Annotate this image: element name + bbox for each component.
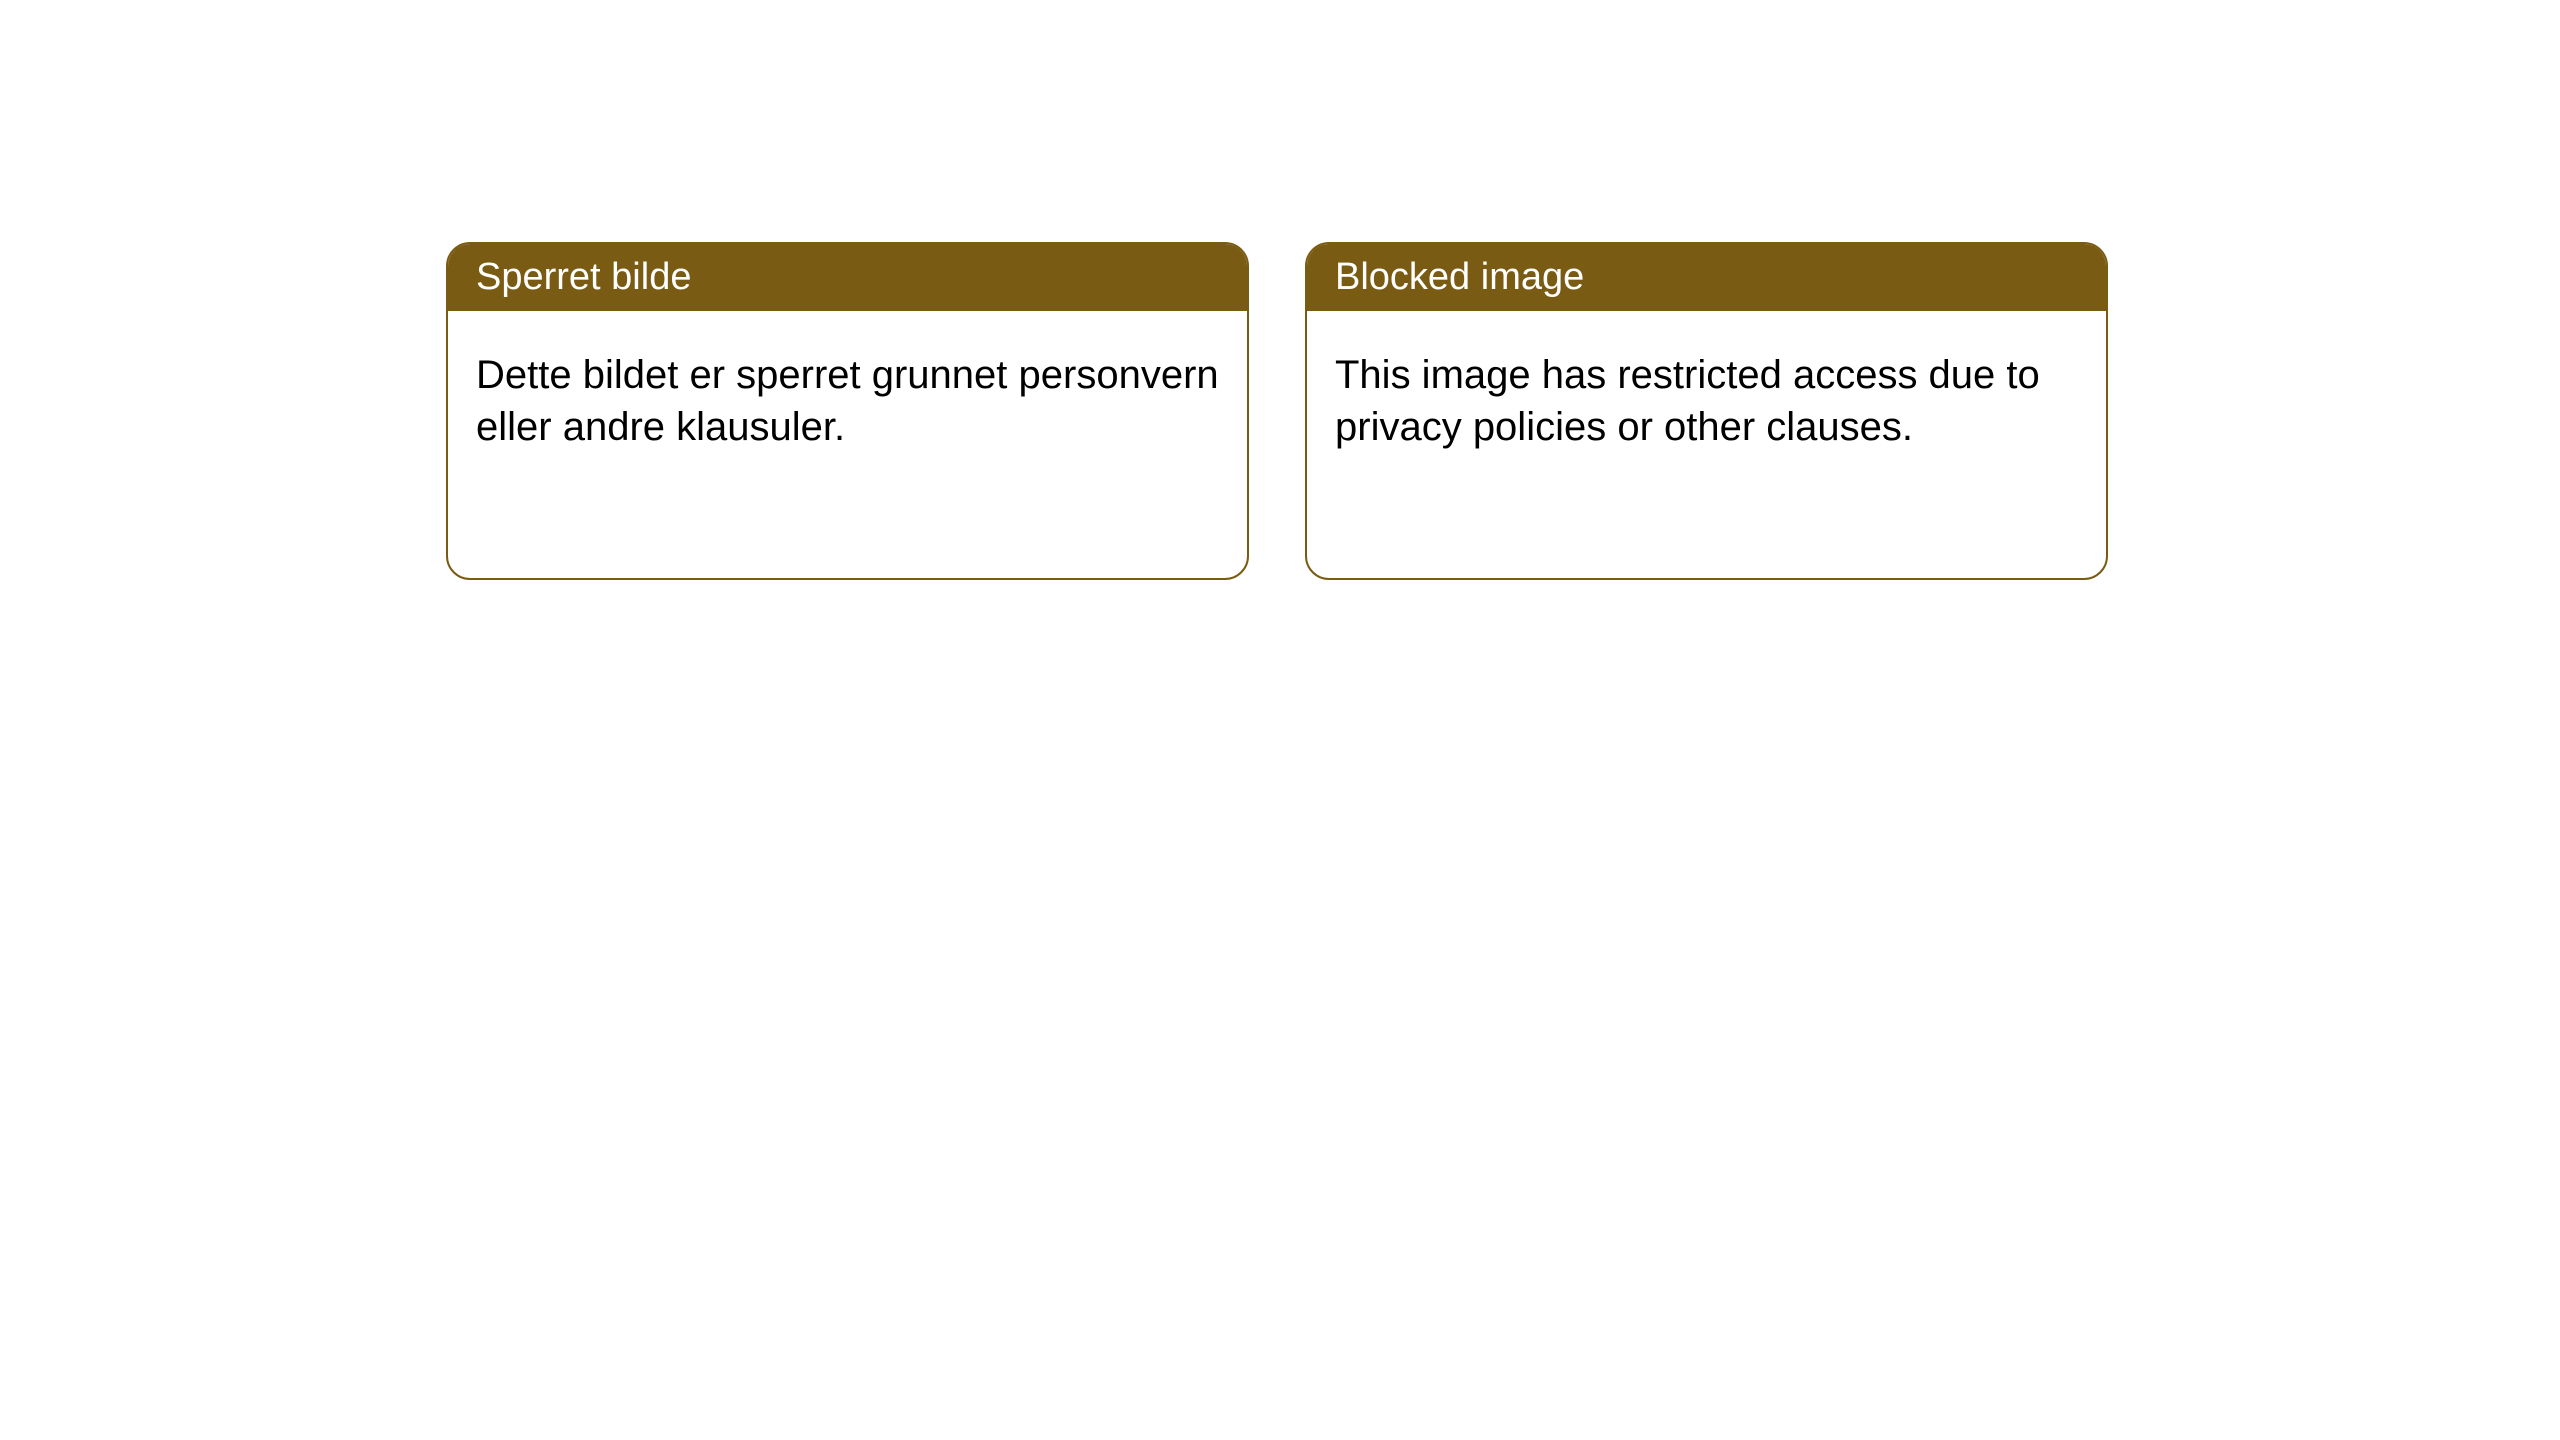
card-body: Dette bildet er sperret grunnet personve… bbox=[448, 311, 1247, 491]
card-header: Blocked image bbox=[1307, 244, 2106, 311]
blocked-image-card-en: Blocked image This image has restricted … bbox=[1305, 242, 2108, 580]
blocked-image-notices: Sperret bilde Dette bildet er sperret gr… bbox=[446, 242, 2108, 580]
card-header: Sperret bilde bbox=[448, 244, 1247, 311]
card-body: This image has restricted access due to … bbox=[1307, 311, 2106, 491]
blocked-image-card-no: Sperret bilde Dette bildet er sperret gr… bbox=[446, 242, 1249, 580]
